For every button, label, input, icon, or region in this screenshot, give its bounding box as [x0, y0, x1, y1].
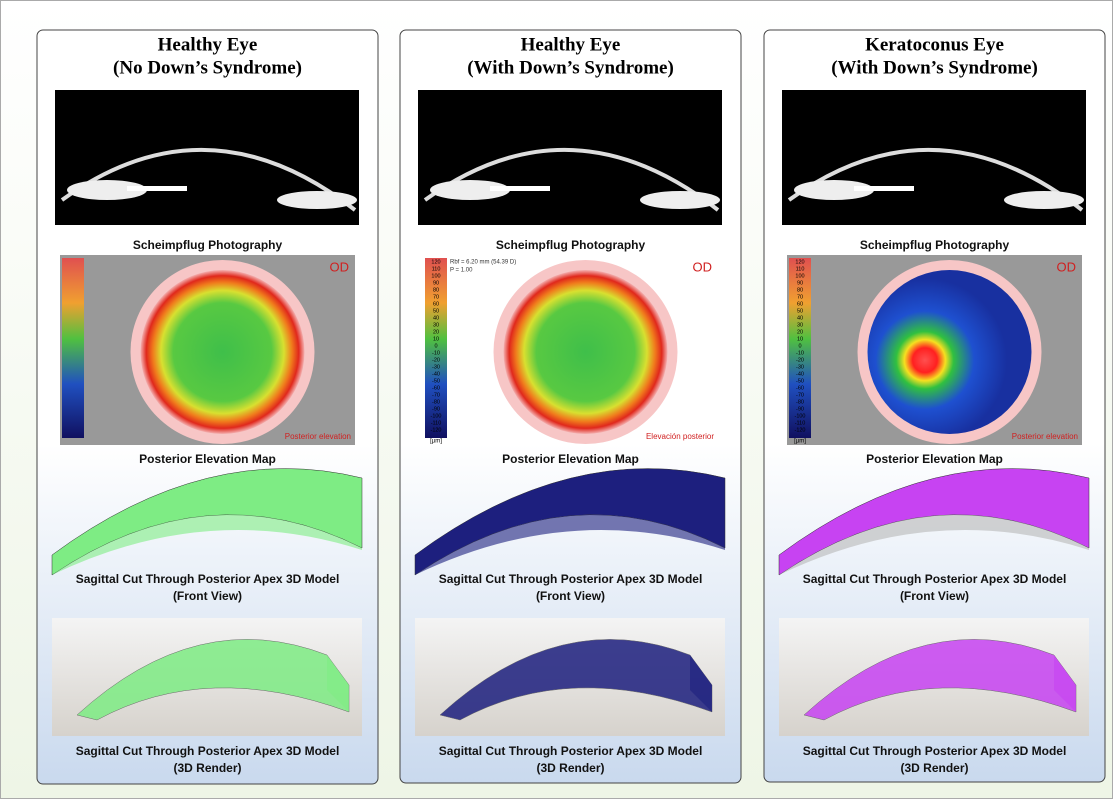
scale-label: 120 — [431, 259, 440, 265]
caption: Scheimpflug Photography — [496, 238, 646, 252]
scale-label: -80 — [432, 399, 440, 405]
panel-title: Keratoconus Eye — [865, 34, 1004, 55]
scale-label: -110 — [795, 420, 806, 426]
scale-label: -40 — [796, 371, 804, 377]
scale-label: 70 — [797, 294, 803, 300]
scale-label: -50 — [796, 378, 804, 384]
scale-label: -60 — [796, 385, 804, 391]
scale-label: -120 — [430, 427, 441, 433]
scale-label: 30 — [797, 322, 803, 328]
caption: Sagittal Cut Through Posterior Apex 3D M… — [439, 572, 703, 586]
reflection — [490, 186, 550, 191]
map-disc — [504, 270, 668, 434]
figure: Healthy Eye(No Down’s Syndrome)Scheimpfl… — [0, 0, 1113, 799]
scale-label: -60 — [432, 385, 440, 391]
map-scale — [62, 258, 84, 438]
reflection — [854, 186, 914, 191]
scale-label: -80 — [796, 399, 804, 405]
scale-label: 10 — [433, 336, 439, 342]
scale-label: 20 — [433, 329, 439, 335]
caption: Posterior Elevation Map — [866, 452, 1003, 466]
scale-label: 90 — [797, 280, 803, 286]
caption: Sagittal Cut Through Posterior Apex 3D M… — [76, 572, 340, 586]
map-disc — [868, 270, 1032, 434]
scale-label: 20 — [797, 329, 803, 335]
scale-label: 40 — [433, 315, 439, 321]
caption: Posterior Elevation Map — [502, 452, 639, 466]
scale-label: -70 — [796, 392, 804, 398]
scale-label: 60 — [433, 301, 439, 307]
map-label: Posterior elevation — [1012, 432, 1078, 441]
scale-label: -90 — [796, 406, 804, 412]
scale-unit: [µm] — [794, 439, 806, 445]
scale-label: 50 — [797, 308, 803, 314]
scale-label: 100 — [795, 273, 804, 279]
scale-label: -100 — [794, 413, 805, 419]
scale-label: 100 — [431, 273, 440, 279]
scale-label: -90 — [432, 406, 440, 412]
caption: (3D Render) — [536, 761, 604, 775]
reflection — [1004, 191, 1084, 209]
scale-label: 30 — [433, 322, 439, 328]
panel-title: Healthy Eye — [521, 34, 621, 55]
scale-label: -70 — [432, 392, 440, 398]
scale-label: 110 — [796, 266, 805, 272]
map-info: P = 1.00 — [450, 268, 473, 274]
scale-label: 90 — [433, 280, 439, 286]
scale-label: -30 — [796, 364, 804, 370]
caption: (Front View) — [536, 589, 605, 603]
scale-label: 0 — [798, 343, 801, 349]
scale-label: 80 — [797, 287, 803, 293]
caption: Scheimpflug Photography — [860, 238, 1010, 252]
scale-label: -10 — [432, 350, 440, 356]
map-label: Elevación posterior — [646, 432, 714, 441]
reflection — [277, 191, 357, 209]
scale-label: -20 — [432, 357, 440, 363]
map-side: OD — [693, 259, 713, 274]
caption: (3D Render) — [900, 761, 968, 775]
map-label: Posterior elevation — [285, 432, 351, 441]
scale-label: -110 — [431, 420, 442, 426]
scale-label: -10 — [796, 350, 804, 356]
map-info: Rbf = 6.20 mm (54.39 D) — [450, 260, 516, 266]
scale-label: 50 — [433, 308, 439, 314]
scale-label: -30 — [432, 364, 440, 370]
caption: Sagittal Cut Through Posterior Apex 3D M… — [803, 744, 1067, 758]
scale-label: -100 — [430, 413, 441, 419]
panel-title: Healthy Eye — [158, 34, 258, 55]
scale-label: -20 — [796, 357, 804, 363]
scale-label: 0 — [434, 343, 437, 349]
caption: (Front View) — [173, 589, 242, 603]
panel-title: (No Down’s Syndrome) — [113, 57, 302, 78]
reflection — [640, 191, 720, 209]
panel-title: (With Down’s Syndrome) — [831, 57, 1038, 78]
scale-unit: [µm] — [430, 439, 442, 445]
caption: Sagittal Cut Through Posterior Apex 3D M… — [76, 744, 340, 758]
scale-label: -50 — [432, 378, 440, 384]
scale-label: 60 — [797, 301, 803, 307]
panel-title: (With Down’s Syndrome) — [467, 57, 674, 78]
scale-label: 80 — [433, 287, 439, 293]
caption: (Front View) — [900, 589, 969, 603]
scale-label: 40 — [797, 315, 803, 321]
caption: Sagittal Cut Through Posterior Apex 3D M… — [803, 572, 1067, 586]
caption: Scheimpflug Photography — [133, 238, 283, 252]
map-side: OD — [1057, 259, 1077, 274]
caption: (3D Render) — [173, 761, 241, 775]
caption: Posterior Elevation Map — [139, 452, 276, 466]
scale-label: 120 — [795, 259, 804, 265]
scale-label: 10 — [797, 336, 803, 342]
caption: Sagittal Cut Through Posterior Apex 3D M… — [439, 744, 703, 758]
scale-label: -120 — [794, 427, 805, 433]
scale-label: 110 — [432, 266, 441, 272]
scale-label: 70 — [433, 294, 439, 300]
map-disc — [141, 270, 305, 434]
map-side: OD — [330, 259, 350, 274]
reflection — [127, 186, 187, 191]
scale-label: -40 — [432, 371, 440, 377]
